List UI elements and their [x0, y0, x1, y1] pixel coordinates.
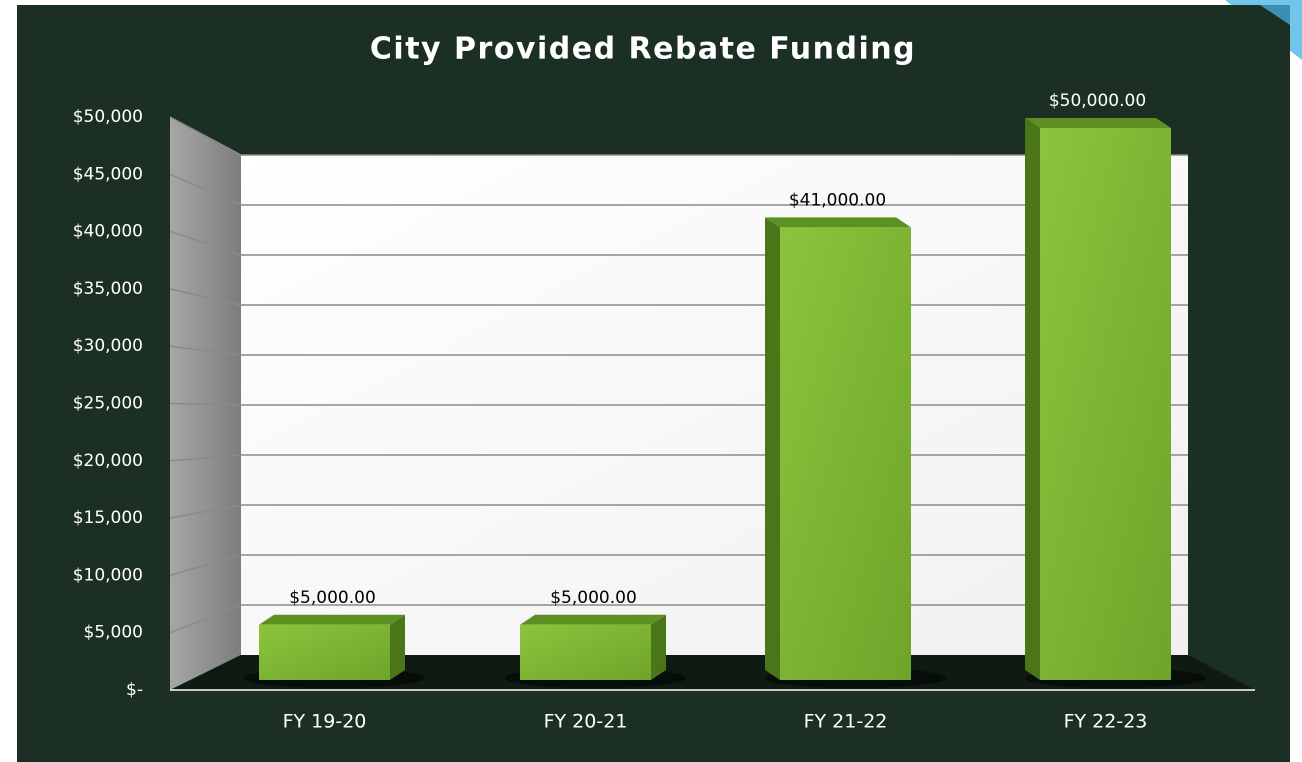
bar-top	[259, 614, 405, 625]
y-tick-label: $15,000	[73, 508, 143, 528]
chart-title: City Provided Rebate Funding	[370, 32, 916, 67]
y-tick-label: $5,000	[84, 623, 143, 643]
y-tick-label: $10,000	[73, 565, 143, 585]
y-tick-label: $30,000	[73, 336, 143, 356]
bar-top	[520, 614, 666, 625]
bar	[520, 624, 651, 680]
data-label: $41,000.00	[789, 190, 886, 210]
y-tick-label: $45,000	[73, 164, 143, 184]
y-tick-label: $25,000	[73, 394, 143, 414]
bar-top	[765, 217, 911, 228]
y-tick-label: $-	[126, 680, 143, 700]
y-tick-label: $35,000	[73, 279, 143, 299]
data-label: $5,000.00	[289, 588, 376, 608]
bar-side	[1025, 118, 1040, 680]
bar-top	[1025, 118, 1171, 128]
y-tick-label: $20,000	[73, 451, 143, 471]
x-tick-label: FY 19-20	[283, 711, 367, 733]
grid-line	[169, 116, 1188, 156]
bar-side	[651, 614, 666, 680]
floor	[170, 655, 1255, 690]
decoration	[1260, 5, 1290, 25]
grid-line	[169, 173, 1188, 206]
x-tick-label: FY 20-21	[544, 711, 628, 733]
y-tick-label: $50,000	[73, 107, 143, 127]
data-label: $50,000.00	[1049, 91, 1146, 111]
data-label: $5,000.00	[550, 588, 637, 608]
x-tick-label: FY 21-22	[804, 711, 888, 733]
bar-side	[390, 614, 405, 680]
bar-side	[765, 217, 780, 681]
bar	[259, 624, 390, 680]
bars: $5,000.00 $5,000.00 $41,000.00 $50,000.00	[244, 91, 1206, 688]
bar	[780, 227, 911, 681]
x-tick-label: FY 22-23	[1064, 711, 1148, 733]
y-tick-label: $40,000	[73, 222, 143, 242]
bar	[1040, 128, 1171, 680]
